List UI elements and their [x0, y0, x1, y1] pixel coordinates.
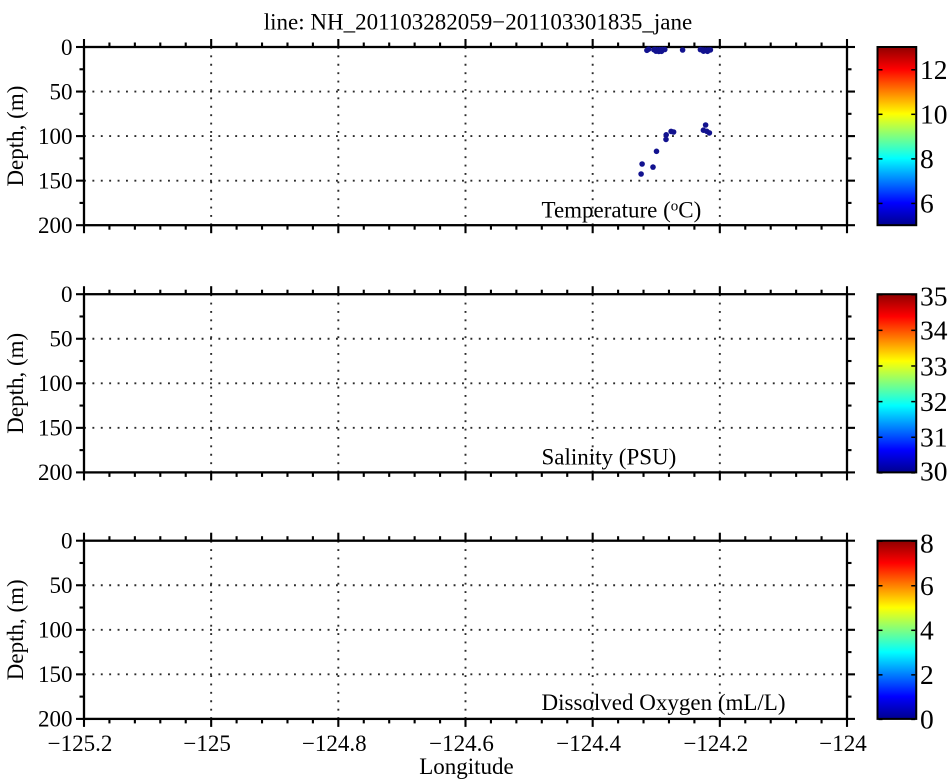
svg-text:100: 100: [38, 124, 73, 149]
svg-text:line: NH_201103282059−20110330: line: NH_201103282059−201103301835_jane: [264, 10, 692, 35]
svg-text:−125.2: −125.2: [48, 731, 113, 756]
svg-text:0: 0: [61, 282, 73, 307]
svg-text:−124.6: −124.6: [429, 731, 494, 756]
svg-text:8: 8: [920, 528, 934, 559]
svg-text:100: 100: [38, 371, 73, 396]
svg-text:150: 150: [38, 168, 73, 193]
svg-text:200: 200: [38, 213, 73, 238]
svg-text:34: 34: [920, 315, 948, 346]
svg-text:12: 12: [920, 54, 948, 85]
svg-text:Temperature (oC): Temperature (oC): [542, 198, 702, 223]
svg-text:8: 8: [920, 143, 934, 174]
svg-text:6: 6: [920, 188, 934, 219]
svg-text:32: 32: [920, 386, 948, 417]
svg-text:−124: −124: [819, 731, 867, 756]
svg-text:4: 4: [920, 615, 934, 646]
svg-text:10: 10: [920, 99, 948, 130]
svg-text:200: 200: [38, 460, 73, 485]
svg-text:0: 0: [61, 35, 73, 60]
svg-text:6: 6: [920, 570, 934, 601]
svg-text:31: 31: [920, 422, 948, 453]
svg-text:50: 50: [50, 327, 73, 352]
svg-text:Longitude: Longitude: [419, 754, 514, 779]
svg-text:−124.8: −124.8: [302, 731, 367, 756]
svg-text:Depth, (m): Depth, (m): [3, 86, 28, 187]
svg-text:150: 150: [38, 416, 73, 441]
svg-text:0: 0: [920, 704, 934, 735]
svg-text:100: 100: [38, 618, 73, 643]
svg-text:Depth, (m): Depth, (m): [3, 579, 28, 680]
svg-text:200: 200: [38, 707, 73, 732]
svg-text:33: 33: [920, 350, 948, 381]
svg-text:50: 50: [50, 79, 73, 104]
svg-text:−124.2: −124.2: [683, 731, 748, 756]
svg-text:35: 35: [920, 281, 948, 312]
svg-text:150: 150: [38, 662, 73, 687]
svg-text:30: 30: [920, 456, 948, 487]
svg-text:−124.4: −124.4: [556, 731, 621, 756]
svg-text:0: 0: [61, 529, 73, 554]
svg-text:Depth, (m): Depth, (m): [3, 333, 28, 434]
svg-text:Dissolved Oxygen (mL/L): Dissolved Oxygen (mL/L): [542, 690, 786, 715]
svg-text:Salinity (PSU): Salinity (PSU): [542, 445, 677, 470]
svg-text:50: 50: [50, 573, 73, 598]
svg-text:2: 2: [920, 659, 934, 690]
svg-text:−125: −125: [183, 731, 230, 756]
